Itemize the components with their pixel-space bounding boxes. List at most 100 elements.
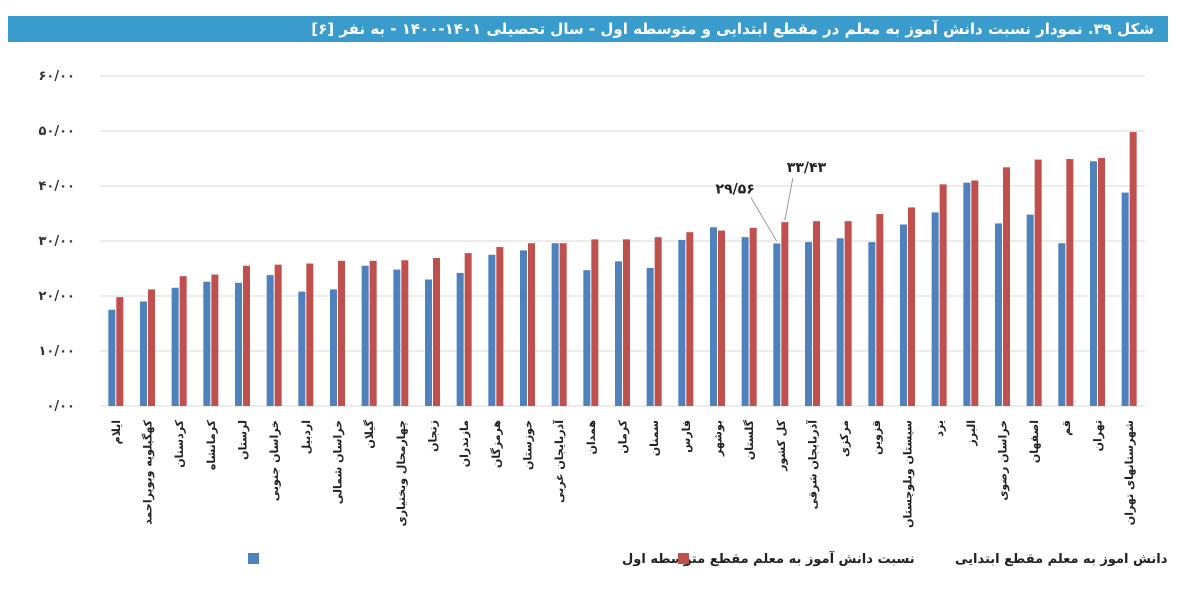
bar-primary — [1129, 132, 1137, 406]
bar-lower-secondary — [900, 224, 907, 406]
bar-primary — [528, 243, 535, 406]
bar-primary — [654, 237, 662, 406]
bar-lower-secondary — [615, 261, 622, 406]
y-tick-label: ۶۰/۰۰ — [39, 69, 76, 84]
category-label: کردستان — [173, 419, 186, 467]
bar-lower-secondary — [235, 282, 242, 406]
bar-lower-secondary — [520, 250, 527, 406]
bar-lower-secondary — [171, 287, 179, 406]
annotation-leader-line — [784, 178, 794, 221]
category-label: خراسان رضوی — [997, 420, 1010, 501]
bar-lower-secondary — [1090, 161, 1097, 406]
bar-lower-secondary — [298, 291, 306, 406]
bar-lower-secondary — [868, 242, 876, 406]
bar-lower-secondary — [1026, 214, 1034, 406]
category-label: سمنان — [648, 420, 661, 456]
bar-lower-secondary — [995, 223, 1002, 406]
bar-primary — [781, 222, 789, 406]
bar-lower-secondary — [1121, 192, 1129, 406]
bar-primary — [401, 260, 409, 406]
annotation-label: ۳۳/۴۳ — [787, 160, 827, 176]
bar-lower-secondary — [203, 281, 211, 406]
bar-primary — [844, 221, 852, 406]
bar-primary — [749, 227, 757, 406]
bar-lower-secondary — [678, 239, 686, 406]
gridlines — [100, 75, 1145, 407]
bar-primary — [148, 289, 155, 406]
legend-label: نسبت دانش آموز به معلم مقطع متوسطه اول — [622, 550, 915, 567]
bar-primary — [718, 230, 725, 406]
bar-lower-secondary — [646, 267, 654, 406]
category-label: خراسان جنوبی — [268, 420, 281, 501]
bar-lower-secondary — [805, 242, 812, 406]
y-tick-label: ۳۰/۰۰ — [39, 234, 76, 249]
bar-lower-secondary — [393, 269, 401, 406]
category-label: بوشهر — [712, 420, 725, 457]
bar-lower-secondary — [108, 309, 116, 406]
category-label: گلستان — [743, 419, 756, 460]
bar-lower-secondary — [330, 289, 337, 406]
bar-lower-secondary — [773, 243, 781, 406]
bar-primary — [1034, 159, 1042, 406]
legend-swatch — [678, 553, 689, 564]
bar-lower-secondary — [710, 227, 717, 406]
category-label: فارس — [680, 420, 693, 453]
category-label: شهرستانهای تهران — [1123, 420, 1136, 525]
category-label: ایلام — [110, 420, 123, 444]
bar-lower-secondary — [741, 237, 749, 406]
bar-primary — [1003, 167, 1010, 406]
bar-primary — [243, 265, 250, 406]
category-label: خراسان شمالی — [332, 420, 345, 504]
category-label: کل کشور — [775, 419, 788, 471]
category-label: چهارمحال وبختیاری — [395, 420, 408, 526]
bar-primary — [211, 274, 219, 406]
category-label: مازندران — [458, 420, 471, 467]
bar-primary — [591, 239, 599, 406]
bar-lower-secondary — [425, 279, 432, 406]
bar-primary — [274, 264, 282, 406]
x-axis-labels: ایلام کهگیلویه وبویراحمد کردستان کرمانشاه لر… — [110, 419, 1136, 527]
bar-primary — [369, 260, 377, 406]
bar-lower-secondary — [963, 182, 971, 406]
y-tick-label: ۴۰/۰۰ — [39, 179, 76, 194]
bar-primary — [939, 184, 947, 406]
bar-lower-secondary — [456, 272, 464, 406]
category-label: لرستان — [237, 420, 250, 460]
bar-primary — [306, 263, 314, 406]
category-label: همدان — [585, 420, 598, 455]
y-tick-label: ۵۰/۰۰ — [39, 124, 76, 139]
category-label: کهگیلویه وبویراحمد — [142, 419, 155, 524]
category-label: البرز — [965, 420, 978, 447]
bar-primary — [876, 214, 884, 406]
bar-lower-secondary — [836, 238, 844, 406]
bar-lower-secondary — [931, 212, 939, 406]
bar-primary — [464, 253, 472, 406]
bar-primary — [559, 243, 567, 406]
bar-primary — [813, 221, 820, 406]
category-label: قزوین — [870, 420, 883, 455]
bar-lower-secondary — [551, 243, 559, 406]
category-label: آذربایجان شرقی — [806, 420, 820, 510]
category-label: اردبیل — [300, 420, 313, 454]
bar-primary — [179, 276, 187, 406]
bar-primary — [1066, 159, 1074, 406]
bar-primary — [623, 239, 630, 406]
legend-label: دانش اموز به معلم مقطع ابتدایی — [955, 552, 1168, 567]
bars — [108, 132, 1137, 406]
category-label: هرمزگان — [490, 420, 503, 468]
bar-primary — [971, 180, 979, 406]
bar-lower-secondary — [140, 301, 147, 406]
bar-primary — [1098, 157, 1105, 406]
y-tick-label: ۲۰/۰۰ — [39, 289, 76, 304]
bar-lower-secondary — [488, 254, 496, 406]
annotations: ۲۹/۵۶ ۳۳/۴۳ — [716, 160, 827, 242]
annotation-label: ۲۹/۵۶ — [716, 181, 755, 197]
bar-primary — [433, 258, 440, 406]
bar-lower-secondary — [1058, 243, 1066, 406]
bar-primary — [686, 232, 694, 406]
category-label: مرکزی — [838, 420, 851, 457]
category-label: قم — [1060, 420, 1073, 436]
bar-lower-secondary — [583, 270, 591, 406]
category-label: یزد — [933, 420, 946, 437]
